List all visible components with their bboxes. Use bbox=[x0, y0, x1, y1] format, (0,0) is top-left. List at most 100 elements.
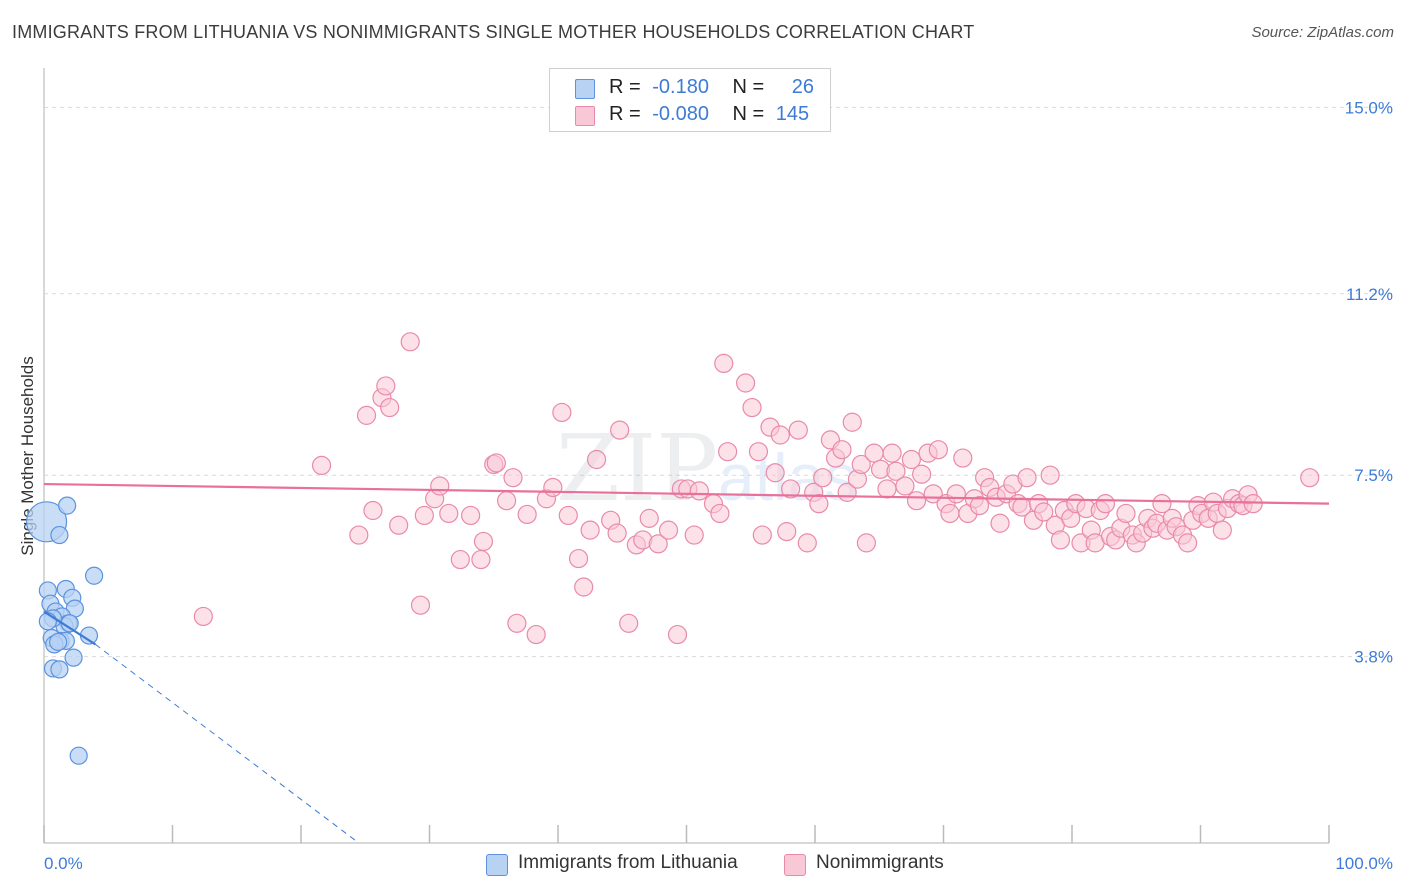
lithuania-point bbox=[64, 648, 83, 667]
nonimmigrant-point bbox=[1095, 494, 1116, 514]
nonimmigrant-point bbox=[400, 332, 420, 352]
x-tick-label: 0.0% bbox=[44, 854, 83, 873]
nonimmigrant-point bbox=[1178, 533, 1198, 553]
nonimmigrant-point bbox=[450, 549, 470, 570]
nonimmigrant-point bbox=[574, 577, 594, 597]
x-tick-labels: 0.0% 100.0% bbox=[44, 854, 1393, 873]
legend-n-label: N = bbox=[732, 103, 765, 125]
legend-swatch-blue bbox=[575, 79, 595, 99]
source-label: Source: ZipAtlas.com bbox=[1251, 24, 1394, 41]
legend-swatch-pink bbox=[575, 106, 595, 126]
nonimmigrant-point bbox=[610, 420, 630, 440]
lithuania-point bbox=[50, 660, 69, 679]
nonimmigrant-point bbox=[1116, 503, 1136, 524]
nonimmigrant-point bbox=[946, 484, 966, 504]
nonimmigrant-point bbox=[940, 503, 960, 524]
nonimmigrant-point bbox=[765, 463, 785, 483]
legend-r-label: R = bbox=[609, 103, 641, 125]
nonimmigrant-point bbox=[607, 523, 627, 543]
y-tick-label: 11.2% bbox=[1346, 285, 1393, 304]
chart-title: IMMIGRANTS FROM LITHUANIA VS NONIMMIGRAN… bbox=[12, 22, 975, 42]
nonimmigrant-point bbox=[1034, 502, 1054, 522]
nonimmigrant-point bbox=[882, 443, 902, 463]
nonimmigrant-point bbox=[473, 531, 494, 552]
nonimmigrant-point bbox=[1212, 520, 1232, 540]
bottom-legend-swatch-pink bbox=[784, 854, 806, 876]
nonimmigrant-point bbox=[503, 468, 523, 488]
nonimmigrant-point bbox=[461, 505, 481, 526]
legend-r-value: -0.080 bbox=[652, 103, 709, 125]
nonimmigrant-point bbox=[517, 504, 537, 525]
nonimmigrant-point bbox=[586, 449, 607, 470]
axes bbox=[43, 68, 1330, 844]
lithuania-point bbox=[49, 632, 68, 652]
nonimmigrant-point bbox=[658, 520, 679, 540]
nonimmigrant-point bbox=[1040, 465, 1060, 485]
nonimmigrant-point bbox=[497, 491, 517, 511]
nonimmigrant-point bbox=[414, 505, 434, 526]
bottom-legend-swatch-blue bbox=[486, 854, 508, 876]
nonimmigrant-point bbox=[543, 477, 563, 498]
nonimmigrant-point bbox=[990, 513, 1010, 533]
gridlines bbox=[44, 106, 1392, 658]
nonimmigrant-point bbox=[718, 442, 738, 462]
nonimmigrant-point bbox=[1300, 468, 1320, 488]
nonimmigrant-point bbox=[349, 525, 369, 545]
nonimmigrant-point bbox=[851, 454, 871, 475]
y-tick-labels: 3.8% 7.5% 11.2% 15.0% bbox=[1345, 98, 1393, 666]
nonimmigrant-point bbox=[619, 613, 639, 633]
nonimmigrant-point bbox=[689, 481, 709, 501]
nonimmigrant-point bbox=[813, 468, 833, 488]
nonimmigrant-point bbox=[1017, 468, 1037, 488]
nonimmigrant-point bbox=[842, 412, 862, 432]
lithuania-trend-extension bbox=[95, 643, 360, 844]
lithuania-points bbox=[25, 496, 104, 765]
nonimmigrants-trend-line bbox=[43, 482, 1330, 505]
lithuania-point bbox=[69, 746, 88, 765]
y-tick-label: 3.8% bbox=[1354, 648, 1393, 667]
y-tick-label: 7.5% bbox=[1354, 466, 1393, 485]
nonimmigrant-point bbox=[953, 448, 973, 468]
nonimmigrant-point bbox=[856, 533, 877, 553]
nonimmigrant-point bbox=[895, 476, 915, 496]
nonimmigrant-point bbox=[439, 503, 459, 524]
y-tick-label: 15.0% bbox=[1345, 98, 1393, 117]
trend-lines bbox=[43, 482, 1330, 844]
bottom-legend-label: Immigrants from Lithuania bbox=[518, 852, 738, 873]
nonimmigrant-point bbox=[486, 453, 506, 473]
lithuania-point bbox=[85, 566, 104, 585]
nonimmigrant-point bbox=[969, 496, 990, 516]
nonimmigrant-point bbox=[639, 508, 659, 528]
legend-n-label: N = bbox=[732, 76, 765, 98]
nonimmigrant-point bbox=[906, 491, 927, 511]
nonimmigrant-point bbox=[648, 534, 668, 554]
nonimmigrant-point bbox=[832, 440, 852, 460]
nonimmigrant-point bbox=[526, 624, 546, 645]
nonimmigrant-point bbox=[752, 525, 772, 545]
nonimmigrant-point bbox=[770, 425, 790, 445]
nonimmigrant-point bbox=[356, 405, 377, 425]
nonimmigrant-point bbox=[742, 397, 762, 418]
nonimmigrant-point bbox=[471, 549, 491, 570]
nonimmigrant-point bbox=[311, 455, 332, 476]
x-tick-label: 100.0% bbox=[1335, 854, 1393, 873]
nonimmigrant-point bbox=[1050, 530, 1071, 550]
nonimmigrant-point bbox=[928, 440, 948, 460]
nonimmigrant-point bbox=[748, 442, 769, 462]
nonimmigrant-point bbox=[1152, 494, 1172, 514]
legend-n-value: 145 bbox=[775, 103, 810, 125]
nonimmigrant-point bbox=[193, 606, 213, 627]
nonimmigrant-point bbox=[667, 624, 688, 645]
nonimmigrant-point bbox=[376, 376, 396, 396]
nonimmigrant-point bbox=[797, 533, 817, 553]
nonimmigrant-point bbox=[410, 595, 431, 615]
nonimmigrant-point bbox=[684, 525, 704, 545]
nonimmigrant-point bbox=[788, 420, 808, 440]
nonimmigrant-point bbox=[777, 522, 797, 542]
nonimmigrant-point bbox=[710, 503, 730, 524]
nonimmigrant-point bbox=[389, 515, 409, 535]
stats-legend: R = -0.180 N = 26 R = -0.080 N = 145 bbox=[549, 68, 831, 132]
lithuania-trend-line bbox=[43, 610, 96, 646]
lithuania-point bbox=[50, 525, 69, 545]
